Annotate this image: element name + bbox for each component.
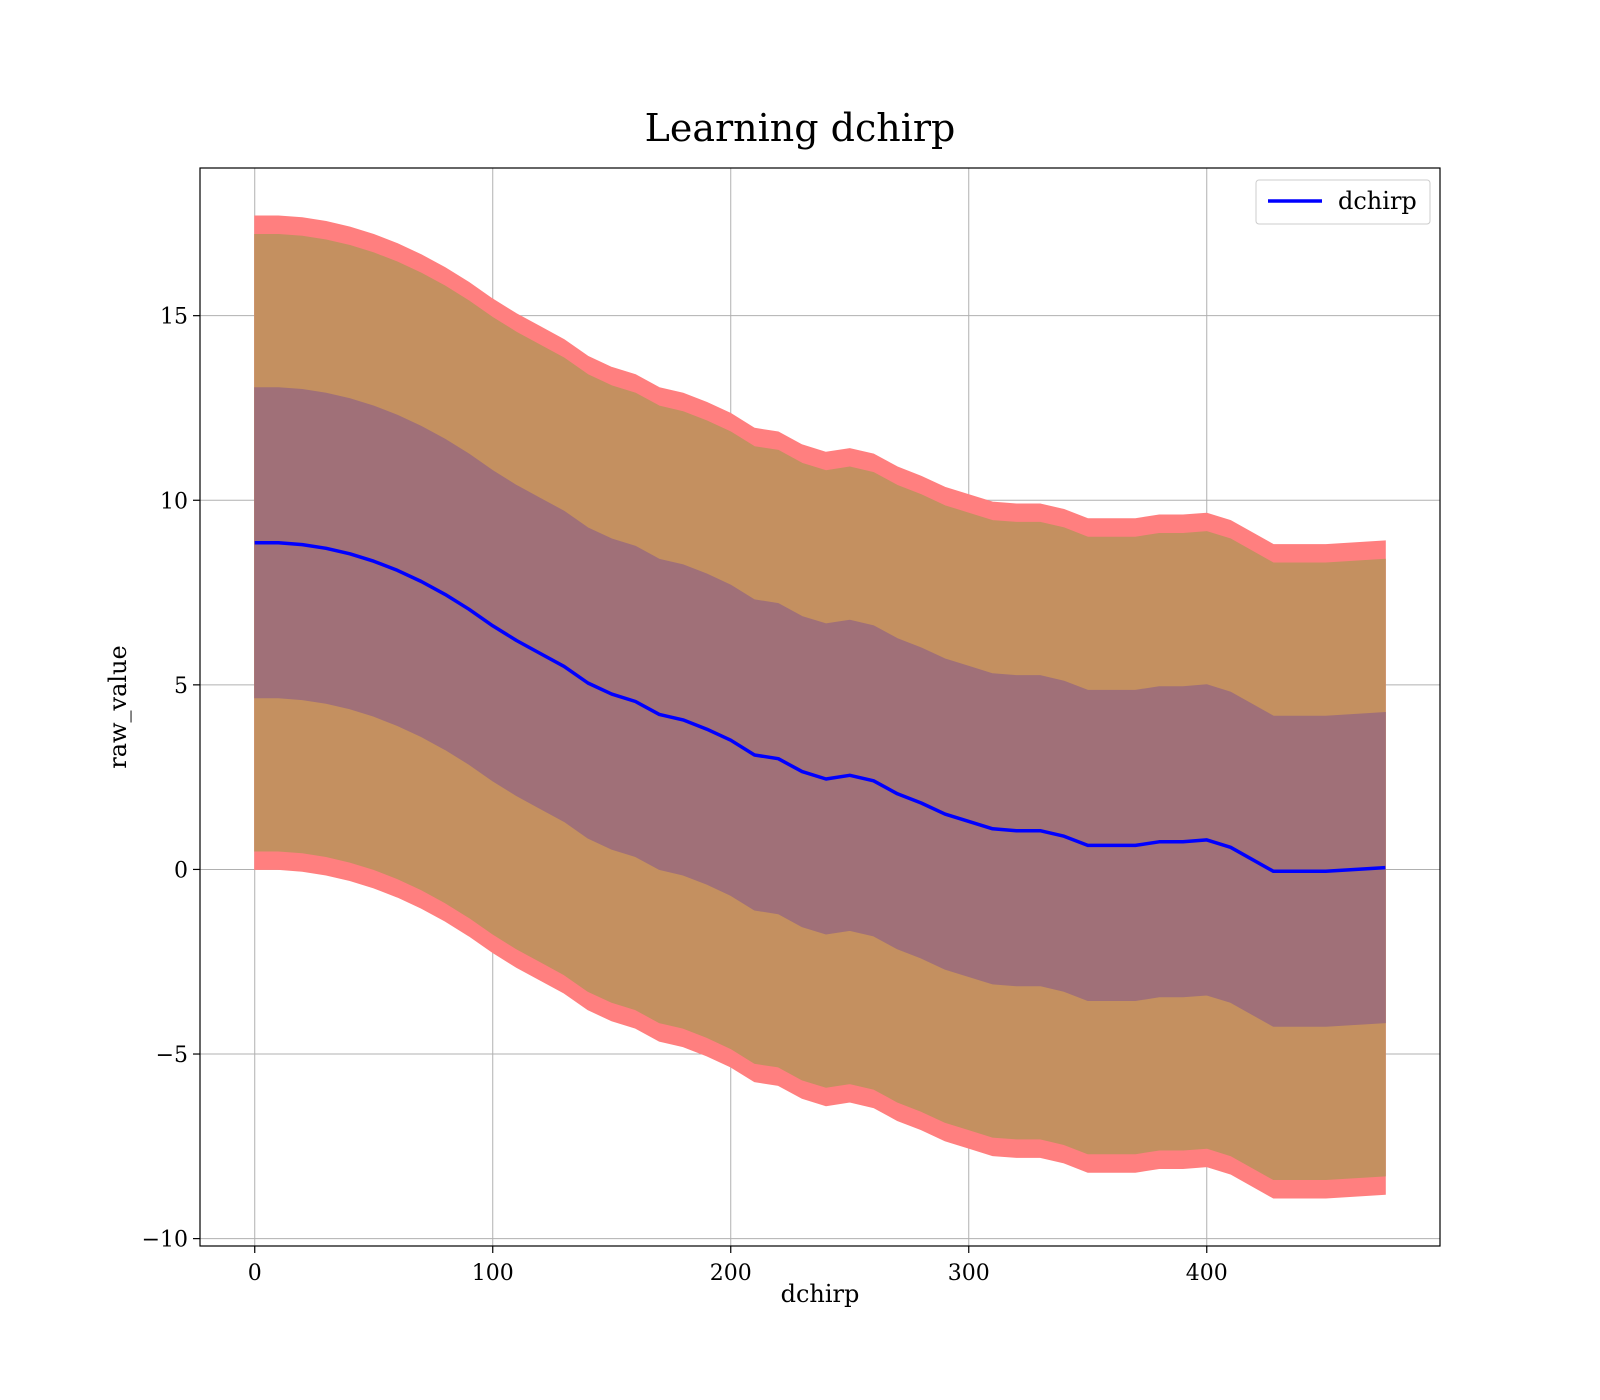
x-tick-label: 400 (1186, 1261, 1228, 1286)
y-tick-label: −10 (142, 1228, 188, 1253)
x-tick-label: 0 (248, 1261, 262, 1286)
y-tick-label: 5 (174, 674, 188, 699)
legend-label-dchirp: dchirp (1338, 187, 1417, 215)
x-axis-label: dchirp (781, 1280, 860, 1308)
x-tick-label: 100 (472, 1261, 514, 1286)
legend-box (1255, 179, 1431, 225)
x-tick-label: 200 (710, 1261, 752, 1286)
x-axis: 0 100 200 300 400 (248, 1246, 1228, 1286)
confidence-bands (254, 215, 1386, 1199)
band-3 (254, 387, 1386, 1027)
series-line-dchirp (254, 540, 1386, 874)
x-tick-label: 300 (948, 1261, 990, 1286)
y-tick-label: 15 (160, 305, 188, 330)
plot-frame (199, 167, 1441, 1247)
y-axis: −10 −5 0 5 10 15 (142, 305, 200, 1253)
y-tick-label: 10 (160, 489, 188, 514)
series-lines (254, 540, 1386, 874)
chart-title: Learning dchirp (645, 106, 956, 150)
y-tick-label: 0 (174, 858, 188, 883)
y-axis-label: raw_value (104, 645, 132, 769)
y-tick-label: −5 (156, 1043, 188, 1068)
legend: dchirp (1255, 179, 1431, 225)
